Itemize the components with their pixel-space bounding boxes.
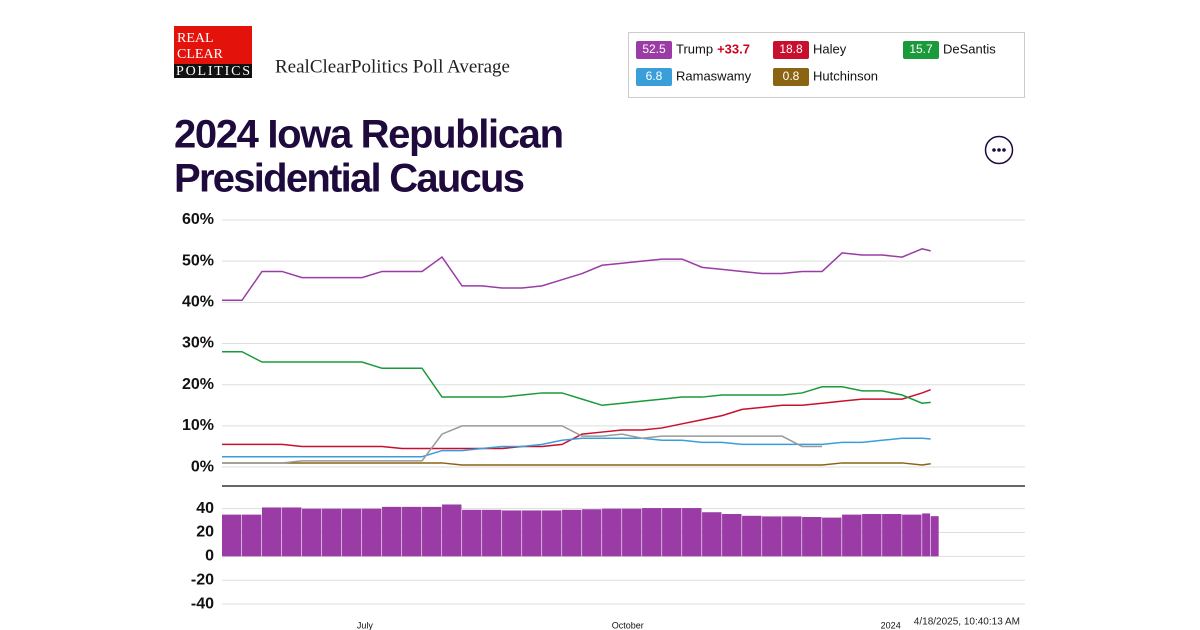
legend-value: 52.5 — [642, 42, 666, 56]
y-tick-label: 0% — [191, 458, 214, 475]
series-line — [222, 351, 931, 407]
bar — [882, 514, 902, 557]
x-tick-label: October — [612, 620, 644, 630]
bar — [702, 512, 722, 557]
series-line — [222, 248, 931, 302]
x-tick-label: 2024 — [881, 620, 901, 630]
legend-badge — [773, 68, 809, 86]
bar — [322, 508, 342, 557]
logo-text: REAL — [177, 31, 214, 46]
legend-value: 0.8 — [783, 69, 800, 83]
legend-name: Ramaswamy — [676, 68, 752, 83]
bar — [442, 504, 462, 557]
legend-name: Trump — [676, 41, 713, 56]
y-tick-label: -20 — [191, 571, 214, 588]
logo-band — [174, 64, 252, 78]
y-tick-label: 20 — [196, 524, 214, 541]
bar — [742, 515, 762, 557]
bar — [842, 514, 862, 557]
bar — [930, 516, 939, 557]
bar — [422, 506, 442, 557]
x-tick-label: July — [357, 620, 374, 630]
bar — [682, 508, 702, 557]
series-line — [222, 437, 931, 458]
timestamp: 4/18/2025, 10:40:13 AM — [914, 617, 1020, 628]
y-tick-label: 20% — [182, 376, 214, 393]
legend-badge — [636, 41, 672, 59]
legend-name: Hutchinson — [813, 68, 878, 83]
bar — [602, 508, 622, 557]
bar — [542, 510, 562, 557]
bar — [562, 509, 582, 557]
logo-box — [174, 26, 252, 66]
y-tick-label: 40 — [196, 500, 214, 517]
bar — [282, 507, 302, 557]
bar — [662, 508, 682, 557]
y-tick-label: 10% — [182, 417, 214, 434]
legend-spread: +33.7 — [717, 41, 750, 56]
bar — [502, 510, 522, 557]
series-line — [222, 462, 931, 466]
legend-box — [628, 32, 1025, 98]
bar — [802, 517, 822, 557]
bar — [862, 514, 882, 557]
legend-badge — [773, 41, 809, 59]
bar — [522, 510, 542, 557]
y-tick-label: 60% — [182, 211, 214, 228]
bar — [482, 509, 502, 557]
bar — [342, 508, 362, 557]
logo-text: CLEAR — [177, 47, 224, 62]
bar — [462, 509, 482, 557]
bar — [242, 514, 262, 557]
y-tick-label: 50% — [182, 252, 214, 269]
legend-value: 18.8 — [779, 42, 803, 56]
bar — [362, 508, 382, 557]
series-line — [222, 388, 931, 450]
subtitle: RealClearPolitics Poll Average — [275, 56, 510, 77]
dot — [1002, 148, 1006, 152]
bar — [622, 508, 642, 557]
bar — [222, 514, 242, 557]
bar — [762, 516, 782, 557]
legend-value: 6.8 — [646, 69, 663, 83]
bar — [302, 508, 322, 557]
bar — [382, 506, 402, 557]
legend-value: 15.7 — [909, 42, 933, 56]
bar — [902, 514, 922, 557]
series-line — [222, 425, 823, 464]
bar — [582, 509, 602, 557]
legend-name: DeSantis — [943, 41, 996, 56]
legend-badge — [903, 41, 939, 59]
bar — [922, 513, 931, 557]
y-tick-label: 30% — [182, 335, 214, 352]
bar — [822, 517, 842, 557]
dot — [992, 148, 996, 152]
y-tick-label: 40% — [182, 294, 214, 311]
legend-badge — [636, 68, 672, 86]
y-tick-label: 0 — [205, 548, 214, 565]
bar — [722, 514, 742, 557]
bar — [402, 506, 422, 557]
bar — [642, 508, 662, 557]
chart-title: 2024 Iowa Republican — [174, 113, 564, 157]
more-button[interactable] — [984, 135, 1014, 165]
y-tick-label: -40 — [191, 595, 214, 612]
bar — [782, 516, 802, 557]
bar — [262, 507, 282, 557]
chart-title: Presidential Caucus — [174, 157, 525, 201]
dot — [997, 148, 1001, 152]
legend-name: Haley — [813, 41, 847, 56]
